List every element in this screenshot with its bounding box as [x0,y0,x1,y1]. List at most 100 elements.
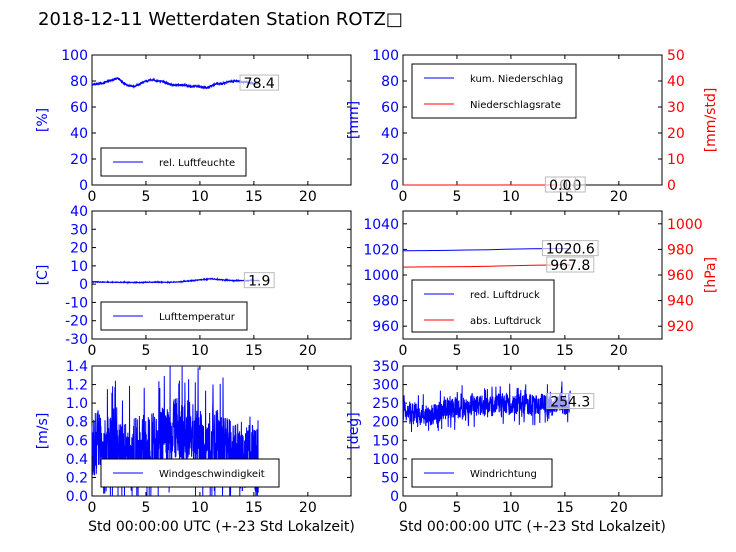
x-tick-label: 15 [245,343,263,359]
y-tick-label: 0 [390,489,399,505]
y-right-tick-label: 40 [667,74,685,90]
x-axis-label: Std 00:00:00 UTC (+-23 Std Lokalzeit) [88,519,355,535]
y-right-tick-label: 50 [667,48,685,64]
y-tick-label: 200 [372,415,399,431]
y-tick-label: 20 [70,241,88,257]
y-tick-label: 1040 [363,217,399,233]
y-tick-label: -10 [65,295,88,311]
value-annotation-box [546,256,595,273]
x-tick-label: 15 [556,343,574,359]
chart-panel-5: 0 5 10 15 20 0.0 0.2 0.4 0.6 0.8 1.0 1.2 1.4 [m/s] Std… [35,359,355,535]
y-right-tick-label: 960 [667,268,694,284]
y-tick-label: 20 [381,152,399,168]
y-tick-label: 20 [70,152,88,168]
y-tick-label: -20 [65,314,88,330]
y-axis-label-right: [mm/std] [703,88,719,153]
series-line-1 [91,76,260,90]
y-tick-label: 1.0 [66,396,88,412]
x-tick-label: 0 [88,189,97,205]
series-line-1 [402,381,571,433]
chart-panel-2: 0 5 10 15 20 0 20 40 60 80 100 0 10 20 30 40 50 [mm] [mm/s… [346,48,719,205]
value-annotation-box [546,393,595,410]
x-tick-label: 10 [191,500,209,516]
legend-label: Windrichtung [470,469,537,480]
legend-label: Lufttemperatur [159,312,236,323]
value-annotation-box [544,176,576,193]
legend-label: kum. Niederschlag [470,74,563,85]
y-tick-label: -30 [65,332,88,348]
y-right-tick-label: 30 [667,100,685,116]
x-tick-label: 10 [191,189,209,205]
x-tick-label: 15 [245,500,263,516]
y-tick-label: 30 [70,222,88,238]
y-right-tick-label: 940 [667,294,694,310]
y-tick-label: 100 [372,48,399,64]
y-tick-label: 1.4 [66,359,88,375]
y-right-tick-label: 10 [667,152,685,168]
y-tick-label: 350 [372,359,399,375]
x-tick-label: 0 [88,343,97,359]
x-tick-label: 15 [245,189,263,205]
y-tick-label: 250 [372,396,399,412]
chart-panel-3: 0 5 10 15 20 -30 -20 -10 0 10 20 30 40 [C] 1.9 Lufttemp… [35,204,352,359]
y-tick-label: 60 [70,100,88,116]
y-tick-label: 0 [79,178,88,194]
x-tick-label: 20 [610,343,628,359]
y-right-tick-label: 1000 [667,217,703,233]
value-annotation: 967.8 [550,258,590,274]
y-tick-label: 0.4 [66,452,88,468]
y-tick-label: 0.6 [66,433,88,449]
chart-panel-4: 0 5 10 15 20 960 980 1000 1020 1040 920 940 960 980 10… [363,210,719,359]
x-tick-label: 10 [502,343,520,359]
y-tick-label: 960 [372,319,399,335]
x-tick-label: 20 [299,189,317,205]
x-tick-label: 10 [502,500,520,516]
y-axis-label: [mm] [346,101,362,139]
legend-label: Niederschlagsrate [470,100,561,111]
y-tick-label: 10 [70,259,88,275]
x-tick-label: 0 [399,500,408,516]
y-axis-label: [deg] [346,412,362,449]
x-tick-label: 15 [556,189,574,205]
chart-panel-1: 0 5 10 15 20 0 20 40 60 80 100 [%] 78.4 rel. Luftfeuc… [35,48,352,205]
y-tick-label: 1000 [363,268,399,284]
y-axis-label: [C] [35,265,51,286]
y-tick-label: 300 [372,378,399,394]
value-annotation: 0.0 [549,178,571,194]
x-tick-label: 15 [556,500,574,516]
value-annotation-box [239,74,279,91]
value-annotation: 1.9 [248,274,270,290]
x-tick-label: 20 [610,500,628,516]
x-tick-label: 5 [452,500,461,516]
x-tick-label: 5 [452,343,461,359]
y-right-tick-label: 0 [667,178,676,194]
value-annotation: 1020.6 [546,242,595,258]
series-line-1 [91,276,260,285]
y-tick-label: 100 [372,452,399,468]
value-annotation: 78.4 [244,76,275,92]
figure-title: 2018-12-11 Wetterdaten Station ROTZ□ [38,9,403,30]
y-tick-label: 0.0 [66,489,88,505]
y-axis-label: [%] [35,108,51,132]
y-axis-label-right: [hPa] [703,257,719,293]
x-tick-label: 10 [502,189,520,205]
y-tick-label: 40 [70,204,88,220]
y-tick-label: 150 [372,433,399,449]
legend-box [411,279,555,333]
y-tick-label: 0.8 [66,415,88,431]
x-tick-label: 10 [191,343,209,359]
y-axis-label: [m/s] [35,413,51,450]
y-right-tick-label: 20 [667,126,685,142]
legend-label: red. Luftdruck [470,290,540,301]
y-tick-label: 0.2 [66,470,88,486]
x-tick-label: 5 [452,189,461,205]
y-right-tick-label: 980 [667,242,694,258]
y-tick-label: 80 [70,74,88,90]
y-tick-label: 80 [381,74,399,90]
x-tick-label: 5 [141,343,150,359]
y-tick-label: 0 [79,277,88,293]
y-tick-label: 0 [390,178,399,194]
